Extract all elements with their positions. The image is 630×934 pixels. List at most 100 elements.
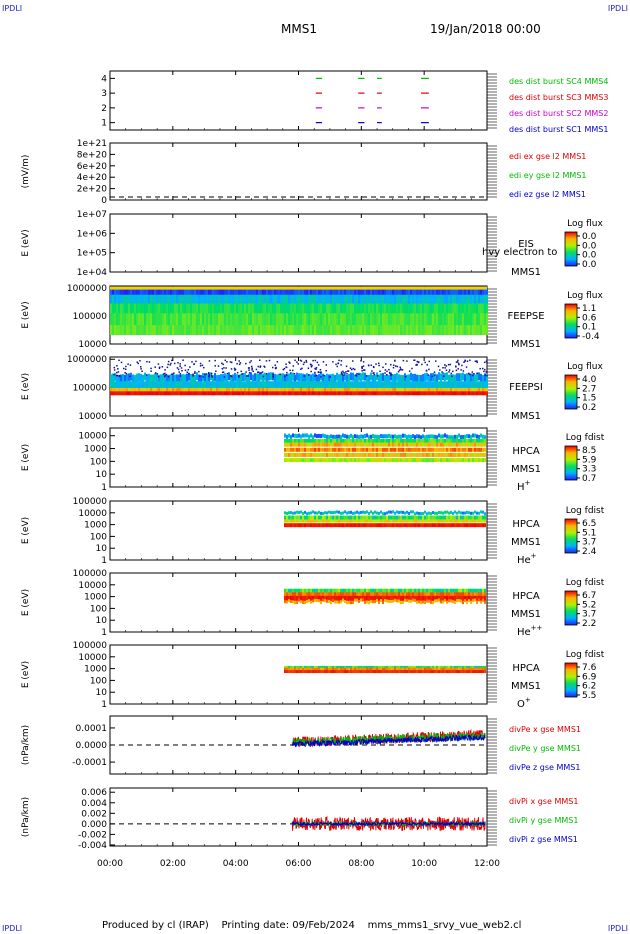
- heatmap-cell: [148, 391, 150, 396]
- heatmap-cell: [342, 592, 344, 598]
- y-tick-label: 10000: [78, 340, 107, 350]
- heatmap-cell: [420, 294, 422, 307]
- heatmap-cell: [322, 588, 324, 593]
- heatmap-cell: [352, 523, 354, 528]
- heatmap-cell: [456, 458, 458, 463]
- heatmap-cell: [290, 523, 292, 528]
- heatmap-cell: [336, 595, 338, 601]
- heatmap-cell: [302, 667, 304, 672]
- heatmap-cell: [452, 325, 454, 336]
- heatmap-cell: [468, 523, 470, 528]
- heatmap-cell: [276, 325, 278, 336]
- heatmap-cell: [306, 313, 308, 328]
- heatmap-cell: [392, 510, 394, 514]
- heatmap-cell: [134, 313, 136, 328]
- heatmap-cell: [466, 515, 468, 520]
- heatmap-cell: [346, 665, 348, 669]
- heatmap-cell: [436, 523, 438, 528]
- heatmap-cell: [178, 294, 180, 307]
- heatmap-cell: [388, 391, 390, 396]
- heatmap-speckle: [457, 359, 459, 362]
- heatmap-cell: [390, 599, 392, 603]
- heatmap-cell: [406, 670, 408, 674]
- heatmap-cell: [312, 667, 314, 672]
- heatmap-cell: [390, 447, 392, 452]
- heatmap-cell: [484, 387, 486, 393]
- heatmap-cell: [296, 670, 298, 674]
- heatmap-cell: [372, 375, 374, 384]
- heatmap-cell: [476, 515, 478, 520]
- heatmap-cell: [436, 294, 438, 307]
- heatmap-cell: [462, 592, 464, 598]
- heatmap-cell: [208, 387, 210, 393]
- heatmap-cell: [474, 387, 476, 393]
- heatmap-cell: [154, 294, 156, 307]
- heatmap-cell: [422, 303, 424, 318]
- spacecraft-label: MMS1: [511, 609, 541, 620]
- heatmap-speckle: [136, 361, 139, 363]
- heatmap-cell: [358, 523, 360, 528]
- heatmap-cell: [300, 667, 302, 672]
- heatmap-cell: [176, 287, 178, 297]
- heatmap-cell: [258, 313, 260, 328]
- heatmap-cell: [368, 458, 370, 463]
- heatmap-speckle: [337, 362, 339, 365]
- heatmap-cell: [434, 458, 436, 463]
- heatmap-cell: [266, 294, 268, 307]
- heatmap-cell: [350, 447, 352, 452]
- heatmap-cell: [430, 523, 432, 528]
- heatmap-cell: [114, 381, 116, 392]
- heatmap-cell: [484, 592, 486, 598]
- heatmap-cell: [226, 374, 228, 383]
- heatmap-cell: [390, 303, 392, 318]
- heatmap-speckle: [452, 370, 454, 373]
- heatmap-cell: [132, 387, 134, 393]
- heatmap-cell: [386, 325, 388, 336]
- heatmap-cell: [342, 515, 344, 520]
- colorbar-tick-label: 0.7: [582, 474, 596, 484]
- heatmap-cell: [478, 391, 480, 396]
- heatmap-cell: [296, 665, 298, 669]
- heatmap-speckle: [154, 372, 157, 374]
- heatmap-cell: [358, 313, 360, 328]
- heatmap-cell: [180, 313, 182, 328]
- heatmap-cell: [320, 592, 322, 598]
- heatmap-cell: [420, 381, 422, 392]
- heatmap-cell: [480, 670, 482, 674]
- heatmap-cell: [258, 373, 260, 382]
- heatmap-cell: [474, 287, 476, 297]
- heatmap-cell: [392, 325, 394, 336]
- heatmap-cell: [120, 374, 122, 383]
- heatmap-cell: [168, 381, 170, 392]
- y-tick-label: 0.002: [81, 809, 107, 819]
- heatmap-cell: [424, 303, 426, 318]
- heatmap-cell: [120, 303, 122, 318]
- heatmap-cell: [110, 374, 112, 383]
- heatmap-cell: [378, 442, 380, 447]
- heatmap-cell: [200, 303, 202, 318]
- heatmap-cell: [378, 294, 380, 307]
- heatmap-cell: [432, 325, 434, 336]
- heatmap-speckle: [139, 359, 141, 362]
- x-tick-label: 10:00: [411, 859, 437, 869]
- heatmap-cell: [358, 595, 360, 601]
- heatmap-cell: [418, 325, 420, 336]
- heatmap-cell: [384, 598, 386, 602]
- heatmap-cell: [482, 452, 484, 457]
- heatmap-cell: [164, 374, 166, 383]
- heatmap-cell: [350, 519, 352, 523]
- heatmap-cell: [444, 294, 446, 307]
- heatmap-speckle: [117, 371, 120, 373]
- heatmap-cell: [378, 665, 380, 669]
- heatmap-cell: [348, 381, 350, 392]
- heatmap-cell: [344, 303, 346, 318]
- heatmap-cell: [456, 387, 458, 393]
- heatmap-cell: [434, 515, 436, 520]
- y-tick-label: 1: [101, 119, 107, 129]
- heatmap-cell: [470, 373, 472, 382]
- heatmap-cell: [142, 381, 144, 392]
- heatmap-cell: [164, 303, 166, 318]
- colorbar-tick-label: 5.5: [582, 691, 596, 701]
- colorbar-tick-label: 3.3: [582, 465, 596, 475]
